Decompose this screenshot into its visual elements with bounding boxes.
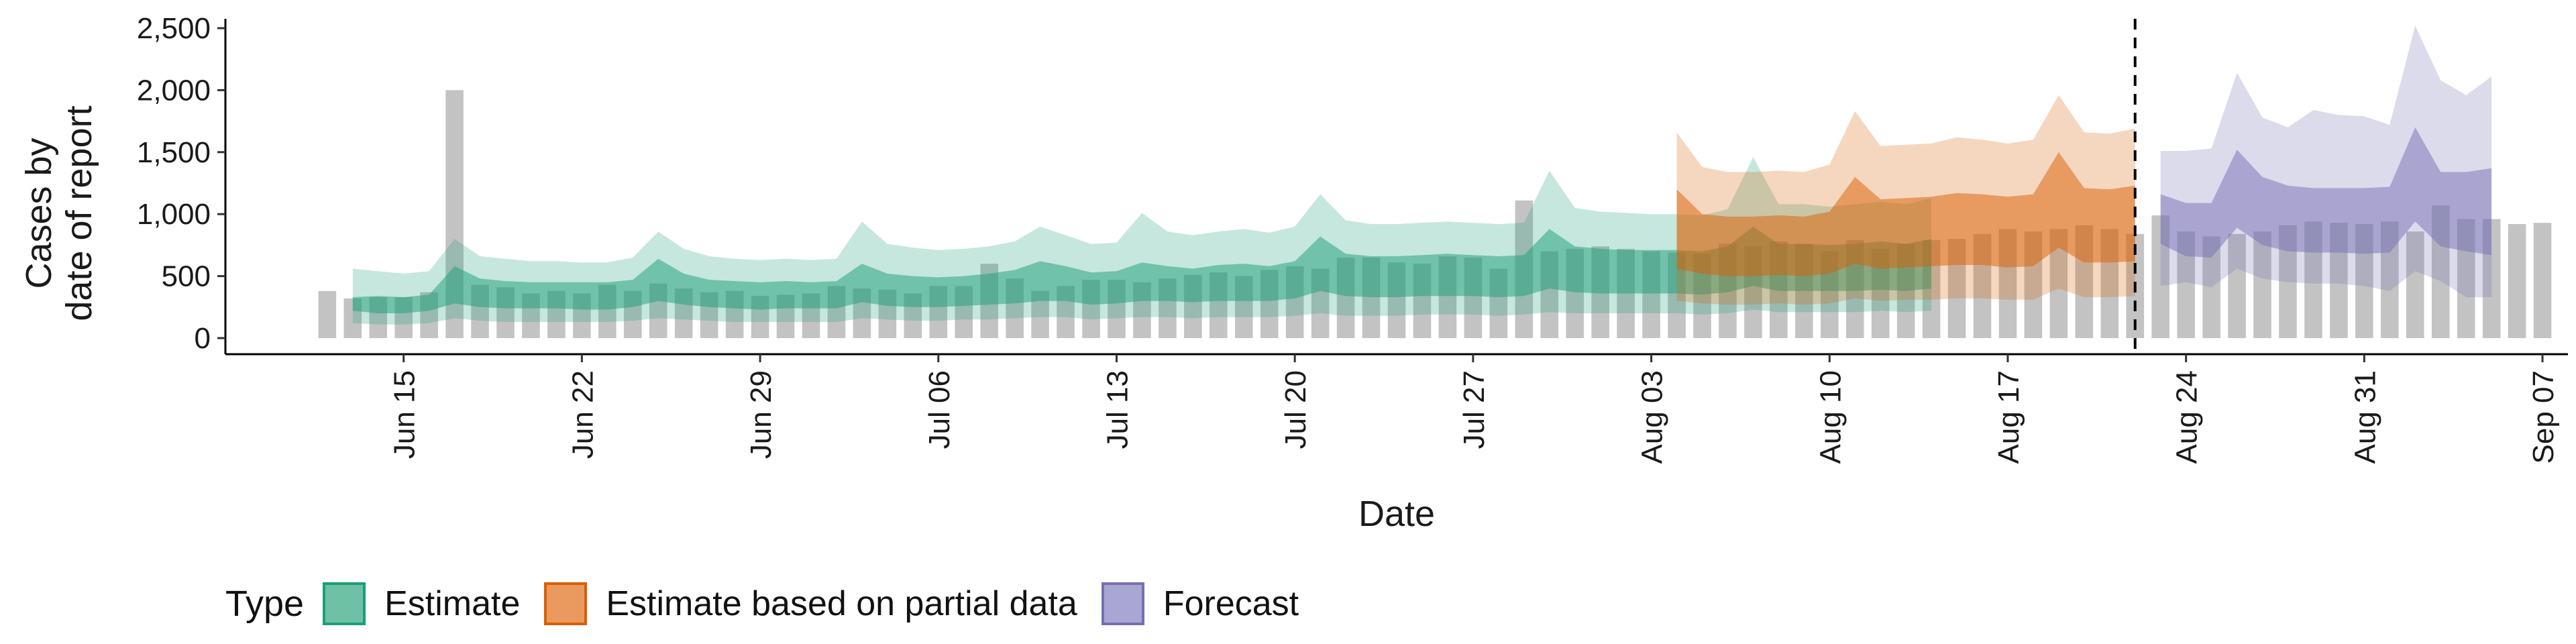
y-axis-title-line-1: Cases by xyxy=(19,138,59,288)
x-tick-label: Aug 24 xyxy=(2171,370,2204,464)
x-axis-title: Date xyxy=(1358,494,1435,534)
x-tick-label: Jul 13 xyxy=(1101,370,1134,449)
reported-cases-bar xyxy=(2228,233,2246,338)
y-tick-label: 1,000 xyxy=(137,198,211,231)
y-tick-label: 2,000 xyxy=(137,74,211,107)
forecast-inner-band xyxy=(2160,127,2492,258)
x-tick-label: Jul 20 xyxy=(1279,370,1312,449)
reported-cases-bar xyxy=(2533,223,2552,338)
y-tick-label: 1,500 xyxy=(137,136,211,169)
x-tick-label: Aug 17 xyxy=(1992,370,2025,464)
x-ticks: Jun 15 Jun 22 Jun 29 Jul 06 Jul 13 Jul 20 Jul … xyxy=(388,354,2560,464)
legend-key-estimate xyxy=(323,582,366,625)
reported-cases-bar xyxy=(318,290,337,338)
legend-title: Type xyxy=(225,584,305,624)
axes xyxy=(224,19,2568,356)
x-tick-label: Jun 15 xyxy=(388,370,421,459)
legend-item-estimate: Estimate xyxy=(323,582,520,625)
legend-label-estimate: Estimate xyxy=(384,584,521,623)
legend: Type Estimate Estimate based on partial … xyxy=(225,578,1323,629)
legend-item-partial-estimate: Estimate based on partial data xyxy=(544,582,1077,625)
legend-key-partial-estimate xyxy=(544,582,588,625)
y-axis-title-line-2: date of report xyxy=(59,105,99,321)
legend-label-forecast: Forecast xyxy=(1163,584,1299,623)
reported-cases-bar xyxy=(2406,231,2424,338)
x-tick-label: Jul 27 xyxy=(1458,370,1491,449)
x-tick-label: Jul 06 xyxy=(923,370,956,449)
y-tick-label: 0 xyxy=(195,322,211,355)
y-ticks: 0 500 1,000 1,500 2,000 2,500 xyxy=(137,12,225,355)
reported-cases-bar xyxy=(2508,223,2526,338)
y-tick-label: 2,500 xyxy=(137,12,211,45)
y-tick-label: 500 xyxy=(162,260,211,293)
x-tick-label: Jun 29 xyxy=(745,370,777,459)
x-tick-label: Jun 22 xyxy=(566,370,599,459)
legend-item-forecast: Forecast xyxy=(1101,582,1299,625)
estimate-based-on-partial-data-inner-band xyxy=(1676,152,2135,276)
x-tick-label: Aug 10 xyxy=(1814,370,1847,464)
legend-key-forecast xyxy=(1101,582,1144,625)
reported-cases-bar xyxy=(2253,231,2271,338)
x-tick-label: Aug 03 xyxy=(1636,370,1669,464)
estimate-inner-band xyxy=(352,226,1932,313)
y-axis-title: Cases by date of report xyxy=(19,105,99,321)
x-tick-label: Aug 31 xyxy=(2349,370,2381,464)
estimate-ribbons xyxy=(352,25,2492,325)
x-tick-label: Sep 07 xyxy=(2527,370,2560,464)
legend-label-partial-estimate: Estimate based on partial data xyxy=(606,584,1077,623)
